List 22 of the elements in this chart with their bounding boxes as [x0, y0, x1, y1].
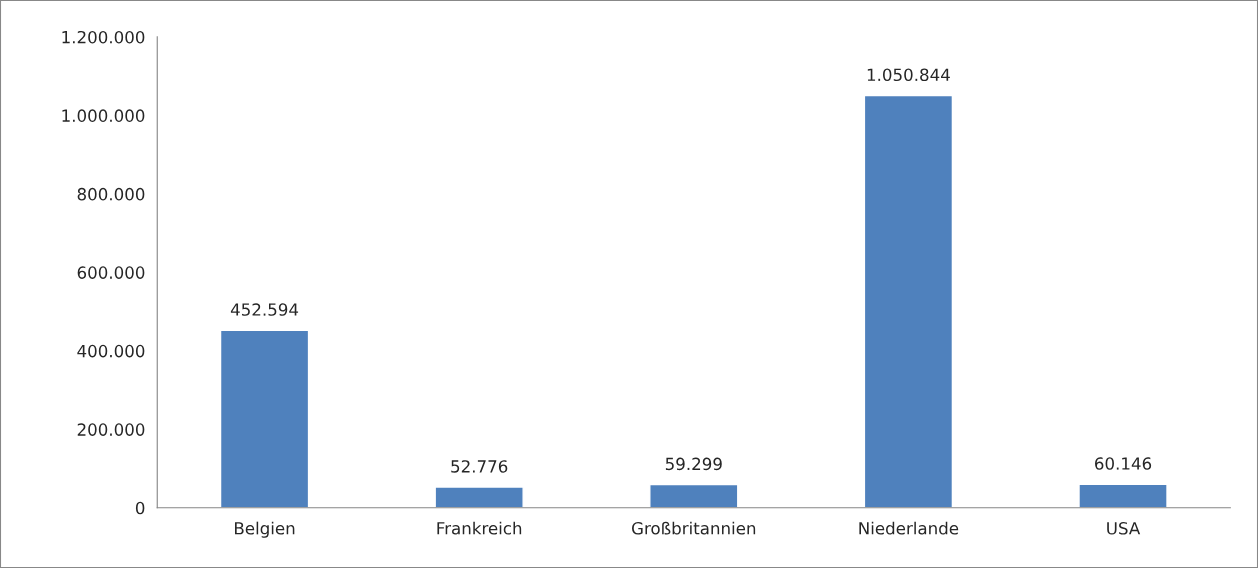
- y-tick-label: 400.000: [77, 344, 145, 358]
- bar: [649, 483, 739, 508]
- data-label: 52.776: [451, 460, 508, 473]
- data-label: 1.050.844: [867, 68, 950, 82]
- bar: [1078, 483, 1168, 508]
- data-label: 59.299: [665, 457, 722, 471]
- y-tick-label: 0: [135, 501, 145, 515]
- bar: [434, 486, 524, 508]
- bar: [863, 94, 954, 508]
- x-tick-label: Belgien: [235, 521, 295, 538]
- y-tick-label: 1.200.000: [62, 30, 145, 44]
- data-label: 60.146: [1095, 457, 1152, 470]
- bar: [219, 329, 310, 508]
- y-tick-label: 1.000.000: [62, 109, 145, 122]
- y-tick-label: 600.000: [77, 266, 145, 279]
- y-tick-label: 800.000: [77, 187, 145, 201]
- data-label: 452.594: [230, 303, 299, 316]
- y-tick-label: 200.000: [77, 423, 145, 436]
- x-tick-label: Großbritannien: [631, 521, 756, 535]
- x-tick-label: Frankreich: [437, 521, 522, 535]
- x-tick-label: Niederlande: [859, 521, 959, 535]
- x-tick-label: USA: [1107, 521, 1141, 535]
